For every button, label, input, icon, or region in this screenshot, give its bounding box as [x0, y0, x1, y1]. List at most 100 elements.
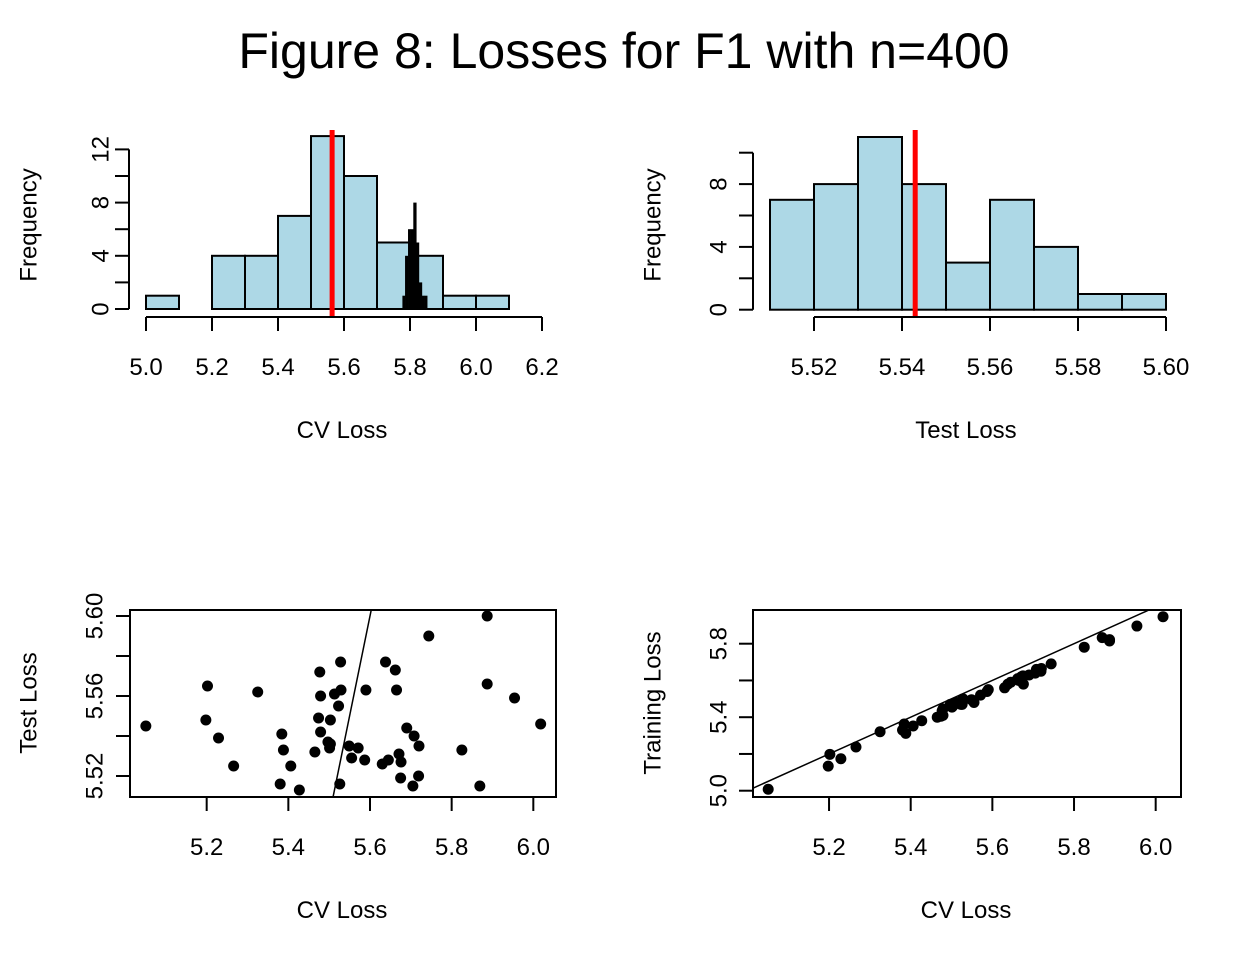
scatter-point: [382, 754, 394, 766]
scatter-point: [408, 730, 420, 742]
x-tick-label: 5.4: [894, 834, 927, 861]
histogram-bar: [442, 294, 477, 311]
y-tick-label: 0: [705, 303, 732, 316]
scatter-point: [322, 736, 334, 748]
histogram-bar: [244, 254, 279, 311]
scatter-point: [850, 741, 862, 753]
scatter-point: [1005, 676, 1017, 688]
x-tick-label: 6.0: [1139, 834, 1172, 861]
scatter-point: [944, 698, 956, 710]
y-tick-label: 12: [87, 136, 114, 163]
scatter-point: [213, 732, 225, 744]
x-tick-label: 5.60: [1143, 354, 1190, 381]
scatter-point: [335, 684, 347, 696]
histogram-bar: [901, 183, 947, 311]
scatter-point: [968, 697, 980, 708]
scatter-point: [293, 784, 305, 796]
scatter-point: [824, 748, 836, 760]
scatter-point: [1017, 678, 1029, 690]
histogram-bar: [343, 175, 378, 310]
x-tick-label: 6.2: [525, 354, 558, 381]
x-axis-title: CV Loss: [921, 897, 1012, 924]
scatter-point: [413, 770, 425, 782]
x-tick-label: 5.6: [976, 834, 1009, 861]
reference-line: [753, 610, 1151, 789]
scatter-point: [916, 715, 928, 727]
scatter-point: [360, 684, 372, 696]
x-tick-label: 5.0: [129, 354, 162, 381]
scatter-point: [201, 680, 213, 692]
x-tick-label: 6.0: [517, 834, 550, 861]
scatter-point: [1096, 632, 1108, 644]
x-tick-label: 5.52: [791, 354, 838, 381]
scatter-point: [413, 740, 425, 752]
scatter-point: [334, 778, 346, 790]
scatter-point: [1017, 670, 1029, 682]
histogram-bar: [277, 214, 312, 310]
scatter-point: [313, 712, 325, 724]
scatter-point: [481, 610, 493, 622]
overlay-bar: [410, 229, 414, 309]
scatter-point: [835, 753, 847, 765]
scatter-point: [276, 728, 288, 740]
overlay-bar: [402, 295, 406, 309]
scatter-point: [380, 656, 392, 668]
y-tick-label: 0: [87, 302, 114, 315]
overlay-bar: [424, 295, 428, 309]
scatter-point: [309, 746, 321, 758]
scatter-point: [395, 772, 407, 784]
scatter-point: [200, 714, 212, 726]
scatter-point: [1131, 620, 1143, 632]
scatter-point: [474, 780, 486, 792]
scatter-point: [391, 684, 403, 696]
x-axis-title: CV Loss: [297, 897, 388, 924]
scatter-point: [456, 744, 468, 756]
histogram-bar: [857, 136, 903, 311]
overlay-bar: [418, 282, 423, 309]
histogram-bar: [310, 135, 345, 310]
x-tick-label: 6.0: [459, 354, 492, 381]
y-tick-label: 4: [87, 249, 114, 262]
y-tick-label: 5.8: [705, 627, 732, 660]
scatter-point: [274, 778, 286, 790]
scatter-point: [346, 752, 358, 764]
y-tick-label: 5.0: [705, 774, 732, 807]
scatter-point: [335, 656, 347, 668]
y-tick-label: 8: [87, 196, 114, 209]
x-tick-label: 5.6: [353, 834, 386, 861]
scatter-point: [401, 722, 413, 734]
y-axis-title: Frequency: [639, 168, 666, 281]
y-tick-label: 5.4: [705, 701, 732, 734]
scatter-point: [395, 756, 407, 768]
overlay-bar: [405, 255, 409, 309]
y-axis-title: Training Loss: [639, 631, 666, 774]
x-tick-label: 5.8: [435, 834, 468, 861]
scatter-point: [509, 692, 521, 704]
histogram-bar: [769, 198, 815, 311]
x-tick-label: 5.56: [967, 354, 1014, 381]
histogram-bar: [1033, 245, 1079, 311]
x-tick-label: 5.2: [190, 834, 223, 861]
scatter-point: [1045, 658, 1057, 670]
plot-box: [129, 609, 557, 798]
scatter-point: [897, 724, 909, 736]
histogram-bar: [1121, 293, 1167, 311]
scatter-point: [1157, 611, 1169, 623]
histogram-bar: [989, 198, 1035, 311]
overlay-bar: [408, 229, 411, 309]
scatter-point: [285, 760, 297, 772]
scatter-point: [324, 714, 336, 726]
scatter-point: [762, 783, 774, 795]
y-tick-label: 8: [705, 177, 732, 190]
scatter-point: [931, 711, 943, 723]
scatter-point: [907, 720, 919, 732]
x-tick-label: 5.8: [393, 354, 426, 381]
scatter-point: [343, 740, 355, 752]
y-axis-title: Test Loss: [15, 652, 42, 753]
scatter-point: [315, 726, 327, 738]
y-axis-title: Frequency: [15, 168, 42, 281]
scatter-point: [822, 760, 834, 772]
x-tick-label: 5.54: [879, 354, 926, 381]
scatter-point: [956, 698, 968, 710]
